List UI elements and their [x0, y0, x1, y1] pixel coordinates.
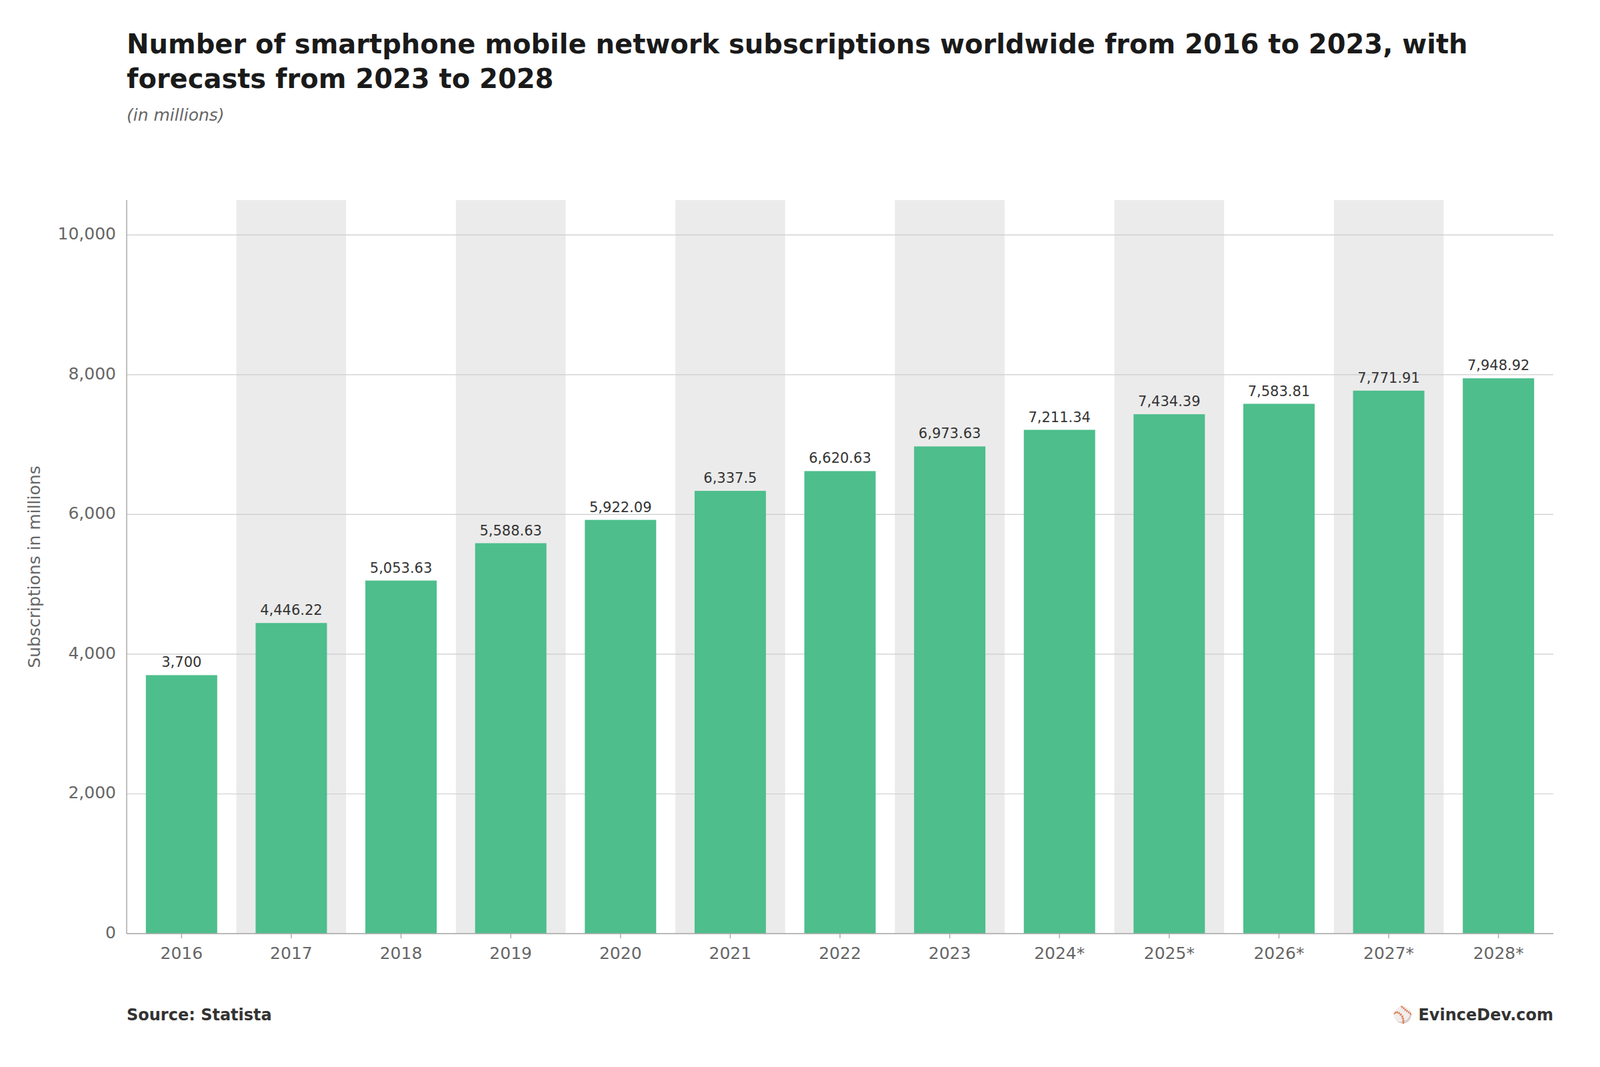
x-tick: [1058, 933, 1060, 938]
x-tick: [1168, 933, 1170, 938]
data-label: 6,337.5: [703, 470, 757, 486]
x-tick-label: 2026*: [1253, 943, 1304, 963]
bar: [475, 543, 547, 934]
grid: [126, 234, 1554, 934]
y-axis-label: Subscriptions in millions: [24, 465, 44, 668]
x-tick-label: 2019: [489, 943, 532, 963]
header: Number of smartphone mobile network subs…: [126, 26, 1494, 125]
data-label: 5,588.63: [479, 522, 542, 539]
x-tick: [181, 933, 183, 938]
chart: 0 2,000 4,000 6,000 8,000 10,000 3,700 4,446.22…: [0, 0, 1600, 1067]
grid-line: [126, 234, 1554, 236]
stripe: [1114, 200, 1225, 934]
y-tick-label: 10,000: [58, 224, 116, 244]
x-tick: [1498, 933, 1500, 938]
stripes: [236, 200, 1444, 934]
stripe: [456, 200, 566, 934]
x-tick: [400, 933, 402, 938]
bar: [1133, 414, 1205, 934]
bar: [584, 520, 656, 934]
x-tick: [510, 933, 512, 938]
y-tick-label: 0: [105, 922, 116, 942]
x-tick-label: 2023: [928, 943, 972, 963]
y-ticks: 0 2,000 4,000 6,000 8,000 10,000: [58, 224, 116, 942]
x-tick-label: 2020: [599, 943, 642, 963]
y-axis-line: [126, 200, 128, 934]
data-label: 6,973.63: [918, 425, 982, 442]
y-tick-label: 4,000: [68, 643, 116, 663]
annotation: Source: Statista: [126, 1005, 272, 1024]
data-label: 4,446.22: [260, 602, 323, 618]
stripe: [236, 200, 347, 934]
page: {"chart_data": { "type": "bar", "title":…: [0, 0, 1600, 1067]
x-tick: [949, 933, 951, 938]
bars: [146, 378, 1534, 934]
x-tick: [620, 933, 622, 938]
x-tick-label: 2017: [270, 943, 313, 963]
stripe: [1334, 200, 1444, 934]
x-tick-label: 2025*: [1144, 943, 1195, 963]
y-tick-label: 8,000: [68, 364, 116, 384]
x-tick-label: 2022: [818, 943, 862, 963]
data-label: 5,922.09: [589, 499, 652, 516]
stripe: [894, 200, 1005, 934]
x-tick: [1388, 933, 1390, 938]
bar: [914, 446, 986, 934]
x-tick-label: 2027*: [1363, 943, 1414, 963]
annotation: ⚾ EvinceDev.com: [1392, 1004, 1554, 1024]
data-label: 3,700: [161, 654, 202, 670]
bar: [365, 580, 437, 934]
title: Number of smartphone mobile network subs…: [126, 26, 1494, 96]
bar: [1243, 404, 1315, 934]
x-tick-label: 2021: [709, 943, 752, 963]
data-labels: 3,700 4,446.22 5,053.63 5,588.63 5,922.09 6,3…: [161, 357, 1530, 670]
bar: [255, 622, 327, 934]
bar: [804, 470, 876, 934]
x-ticks: 2016 2017 2018 2019 2020 2021 2022 2023 2024* 202…: [160, 933, 1524, 963]
x-tick-label: 2016: [160, 943, 203, 963]
bar: [1462, 378, 1534, 934]
data-label: 6,620.63: [808, 450, 872, 466]
bar: [694, 490, 766, 934]
x-tick: [290, 933, 292, 938]
data-label: 7,434.39: [1138, 393, 1201, 410]
x-tick: [1278, 933, 1280, 938]
x-tick-label: 2024*: [1034, 943, 1085, 963]
y-tick-label: 2,000: [68, 782, 116, 802]
y-tick-label: 6,000: [68, 503, 116, 523]
data-label: 7,771.91: [1357, 370, 1420, 386]
data-label: 5,053.63: [370, 560, 433, 576]
data-label: 7,948.92: [1467, 357, 1530, 374]
bar: [146, 674, 218, 934]
x-tick-label: 2018: [380, 943, 423, 963]
x-tick: [839, 933, 841, 938]
x-tick: [730, 933, 732, 938]
data-label: 7,211.34: [1028, 409, 1091, 426]
grid-line: [126, 374, 1554, 375]
bar: [1024, 430, 1096, 934]
x-tick-label: 2028*: [1473, 943, 1524, 963]
stripe: [675, 200, 786, 934]
data-label: 7,583.81: [1248, 383, 1311, 400]
subtitle: (in millions): [126, 105, 1494, 125]
bar: [1353, 390, 1425, 934]
